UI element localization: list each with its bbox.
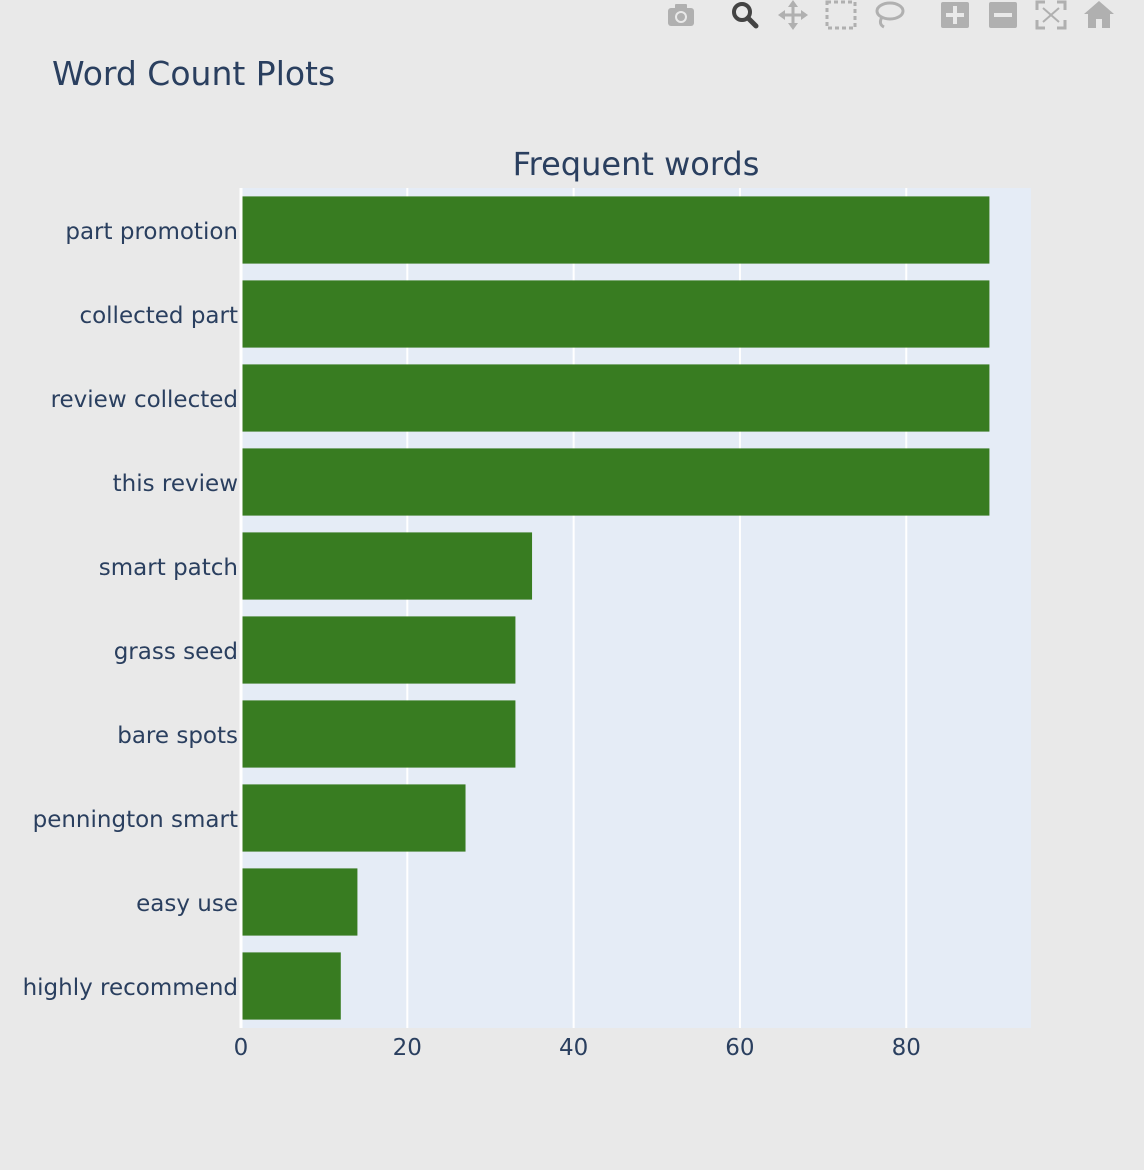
- page-title: Word Count Plots: [52, 54, 336, 93]
- y-tick-label: review collected: [51, 387, 238, 413]
- zoom-button[interactable]: [728, 0, 762, 30]
- modebar: [660, 0, 1120, 32]
- bar-bare-spots: [241, 700, 516, 768]
- lasso-select-button[interactable]: [872, 0, 906, 30]
- reset-axes-icon: [1084, 1, 1114, 28]
- box-select-button[interactable]: [824, 0, 858, 30]
- autoscale-icon: [1035, 0, 1067, 30]
- zoom-in-icon: [941, 2, 969, 28]
- y-tick-label: highly recommend: [23, 975, 238, 1001]
- bar-highly-recommend: [241, 952, 341, 1020]
- zoom-in-button[interactable]: [938, 0, 972, 30]
- lasso-select-icon: [875, 1, 905, 29]
- x-tick-label: 40: [559, 1035, 588, 1061]
- x-tick-label: 0: [234, 1035, 249, 1061]
- y-tick-label: bare spots: [117, 723, 238, 749]
- y-tick-label: easy use: [136, 891, 238, 917]
- bar-collected-part: [241, 280, 990, 348]
- x-tick-label: 80: [892, 1035, 921, 1061]
- bar-smart-patch: [241, 532, 533, 600]
- bar-pennington-smart: [241, 784, 466, 852]
- camera-icon: [668, 4, 694, 26]
- bar-part-promotion: [241, 196, 990, 264]
- y-tick-label: pennington smart: [33, 807, 238, 833]
- y-tick-label: collected part: [79, 303, 238, 329]
- x-tick-label: 20: [393, 1035, 422, 1061]
- bar-grass-seed: [241, 616, 516, 684]
- pan-button[interactable]: [776, 0, 810, 30]
- zoom-out-button[interactable]: [986, 0, 1020, 30]
- bar-review-collected: [241, 364, 990, 432]
- chart-title: Frequent words: [513, 145, 760, 183]
- x-tick-label: 60: [725, 1035, 754, 1061]
- autoscale-button[interactable]: [1034, 0, 1068, 30]
- y-tick-label: this review: [113, 471, 238, 497]
- zoom-out-icon: [989, 2, 1017, 28]
- camera-button[interactable]: [664, 0, 698, 30]
- bar-this-review: [241, 448, 990, 516]
- bar-easy-use: [241, 868, 358, 936]
- y-tick-label: grass seed: [114, 639, 238, 665]
- reset-axes-button[interactable]: [1082, 0, 1116, 30]
- zoom-icon: [732, 2, 759, 29]
- y-tick-label: smart patch: [99, 555, 238, 581]
- y-tick-label: part promotion: [65, 219, 238, 245]
- pan-icon: [778, 0, 808, 30]
- box-select-icon: [825, 0, 857, 30]
